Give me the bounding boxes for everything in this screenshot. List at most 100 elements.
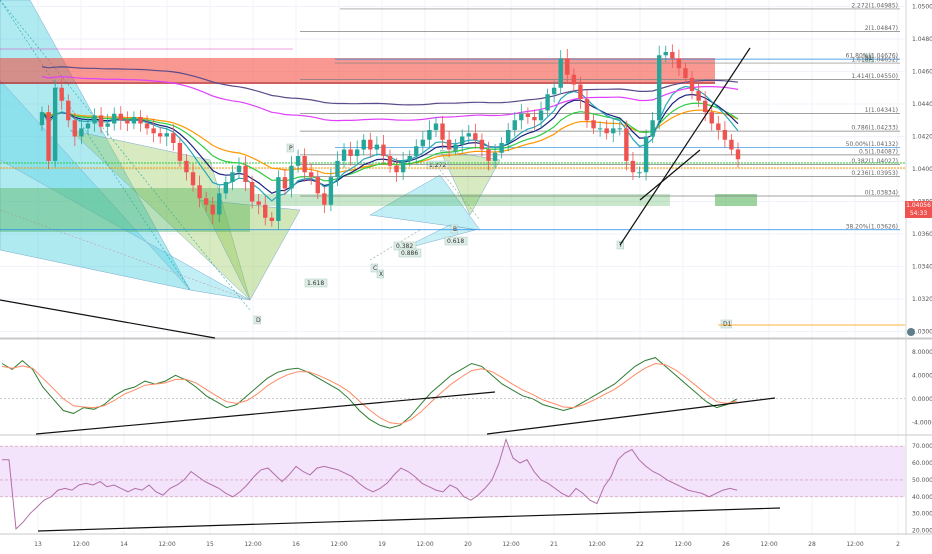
fib-level-label: 61.80%(1.04676) bbox=[846, 53, 898, 60]
rsi-axis-tick: 20.0000 bbox=[912, 528, 932, 535]
candle-body bbox=[59, 87, 64, 101]
candle-body bbox=[696, 91, 701, 101]
pattern-point-label: 1.618 bbox=[307, 280, 324, 287]
candle-body bbox=[151, 128, 156, 134]
pattern-point-label: D1 bbox=[723, 321, 732, 328]
candle-body bbox=[446, 139, 452, 150]
candle-body bbox=[112, 113, 117, 124]
candle-body bbox=[361, 139, 366, 150]
macd-pane bbox=[0, 357, 905, 435]
candle-body bbox=[414, 146, 419, 156]
pattern-point-label: C bbox=[373, 265, 377, 272]
macd-axis-tick: 8.0000 bbox=[912, 349, 932, 356]
resistance-zone bbox=[0, 58, 715, 82]
pattern-leg bbox=[0, 209, 251, 301]
moving-average-line bbox=[41, 66, 739, 106]
rsi-axis-tick: 60.0000 bbox=[912, 460, 932, 467]
pattern-point-label: 1.272 bbox=[429, 162, 446, 169]
trendline bbox=[0, 299, 216, 339]
candle-body bbox=[565, 58, 570, 75]
price-axis-tick: 1.03400 bbox=[912, 264, 932, 271]
candle-body bbox=[164, 133, 169, 137]
candle-body bbox=[407, 156, 412, 161]
candle-body bbox=[341, 149, 347, 161]
candle-body bbox=[676, 58, 682, 69]
pattern-label-box bbox=[398, 248, 422, 258]
harmonic-pattern-shape bbox=[369, 174, 481, 231]
fib-level-label: 50.00%(1.04132) bbox=[846, 141, 898, 148]
time-axis-tick: 12:00 bbox=[72, 541, 89, 548]
time-axis-tick: 12:00 bbox=[158, 541, 175, 548]
price-axis-tick: 1.04000 bbox=[912, 166, 932, 173]
time-axis-tick: 12:00 bbox=[244, 541, 261, 548]
harmonic-pattern-shape bbox=[199, 199, 301, 301]
price-axis-tick: 1.04400 bbox=[912, 101, 932, 108]
time-axis-tick: 19 bbox=[378, 541, 386, 548]
candle-body bbox=[368, 139, 373, 150]
candle-body bbox=[138, 117, 143, 124]
candle-body bbox=[630, 160, 636, 173]
pattern-label-box bbox=[862, 53, 874, 63]
candle-body bbox=[637, 172, 642, 174]
time-axis-tick: 12:00 bbox=[588, 541, 605, 548]
candle-body bbox=[66, 100, 71, 121]
time-axis-tick: 28 bbox=[808, 541, 816, 548]
pattern-label-box bbox=[444, 236, 468, 246]
candle-body bbox=[716, 123, 721, 130]
macd-axis-tick: 0.0000 bbox=[912, 396, 932, 403]
rsi-band bbox=[0, 446, 905, 497]
price-axis-tick: 1.03000 bbox=[912, 329, 932, 336]
pattern-point-label: D bbox=[256, 317, 261, 324]
moving-average-line bbox=[41, 75, 739, 122]
macd-axis-tick: 4.0000 bbox=[912, 372, 932, 379]
time-axis-bg bbox=[0, 535, 932, 550]
rsi-axis-tick: 40.0000 bbox=[912, 494, 932, 501]
candle-body bbox=[276, 177, 281, 221]
candle-body bbox=[92, 115, 97, 124]
candle-body bbox=[236, 165, 242, 173]
price-axis: 8.0000 4.0000 0.0000 -4.0000 70.0000 60.0000 5… bbox=[912, 4, 932, 535]
support-zone-right bbox=[715, 194, 757, 206]
resistance-zone-edge bbox=[0, 82, 715, 84]
candle-body bbox=[52, 87, 58, 161]
time-axis-tick: 20 bbox=[464, 541, 472, 548]
time-axis-tick: 2 bbox=[896, 541, 900, 548]
trendlines bbox=[0, 47, 751, 339]
candle-body bbox=[597, 128, 603, 130]
candle-body bbox=[473, 133, 478, 140]
pattern-point-label: X bbox=[379, 271, 383, 278]
candle-body bbox=[617, 128, 623, 130]
candle-body bbox=[604, 128, 609, 134]
candle-body bbox=[203, 198, 209, 205]
candle-body bbox=[735, 149, 741, 160]
candle-body bbox=[440, 123, 445, 140]
candle-body bbox=[578, 84, 583, 100]
time-axis-tick: 21 bbox=[550, 541, 558, 548]
pattern-label-box bbox=[426, 160, 450, 170]
candle-body bbox=[210, 204, 215, 215]
candle-body bbox=[348, 149, 353, 156]
candle-body bbox=[683, 68, 688, 78]
pattern-point-label: T bbox=[618, 242, 623, 249]
candle-body bbox=[354, 149, 360, 156]
time-axis-tick: 15 bbox=[206, 541, 214, 548]
candle-body bbox=[545, 94, 550, 111]
candle-body bbox=[479, 139, 485, 150]
candle-body bbox=[144, 123, 150, 129]
candle-body bbox=[256, 201, 261, 205]
pattern-point-label: P bbox=[289, 145, 293, 152]
settings-icon[interactable] bbox=[907, 328, 915, 336]
candle-body bbox=[197, 185, 202, 199]
pattern-label-box bbox=[286, 143, 295, 153]
candle-body bbox=[611, 128, 616, 134]
candle-body bbox=[558, 58, 563, 88]
candle-body bbox=[315, 177, 320, 194]
time-axis-tick: 12:00 bbox=[846, 541, 863, 548]
candle-body bbox=[709, 112, 714, 124]
pattern-label-box bbox=[370, 263, 379, 273]
candle-body bbox=[105, 123, 110, 127]
pattern-point-label: 0.618 bbox=[447, 238, 464, 245]
candle-body bbox=[400, 160, 406, 173]
